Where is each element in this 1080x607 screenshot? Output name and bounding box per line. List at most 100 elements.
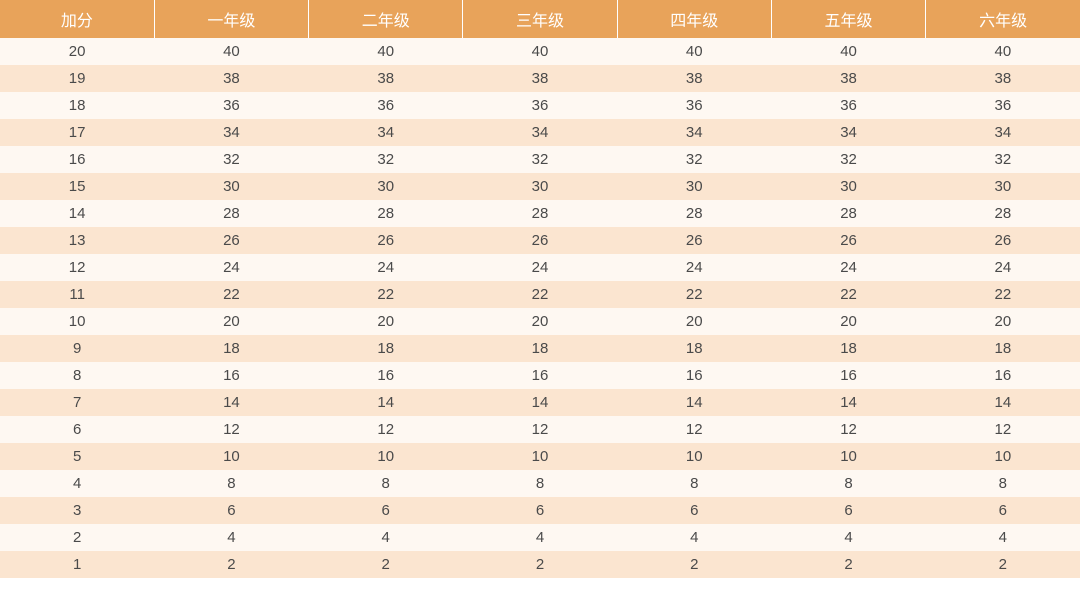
table-cell: 10 [0, 308, 154, 335]
table-cell: 14 [309, 389, 463, 416]
table-cell: 20 [926, 308, 1080, 335]
table-cell: 16 [154, 362, 308, 389]
table-cell: 17 [0, 119, 154, 146]
table-cell: 22 [463, 281, 617, 308]
table-cell: 32 [463, 146, 617, 173]
table-cell: 26 [771, 227, 925, 254]
header-cell: 加分 [0, 0, 154, 38]
table-cell: 4 [154, 524, 308, 551]
table-cell: 14 [0, 200, 154, 227]
table-row: 3666666 [0, 497, 1080, 524]
table-row: 9181818181818 [0, 335, 1080, 362]
table-row: 18363636363636 [0, 92, 1080, 119]
table-cell: 30 [463, 173, 617, 200]
table-cell: 6 [926, 497, 1080, 524]
table-cell: 24 [771, 254, 925, 281]
table-cell: 28 [154, 200, 308, 227]
table-cell: 2 [0, 524, 154, 551]
table-cell: 10 [309, 443, 463, 470]
table-row: 11222222222222 [0, 281, 1080, 308]
table-cell: 9 [0, 335, 154, 362]
table-cell: 7 [0, 389, 154, 416]
table-cell: 18 [463, 335, 617, 362]
table-cell: 8 [926, 470, 1080, 497]
table-cell: 18 [926, 335, 1080, 362]
table-cell: 32 [309, 146, 463, 173]
table-row: 19383838383838 [0, 65, 1080, 92]
table-cell: 4 [771, 524, 925, 551]
table-body: 2040404040404019383838383838183636363636… [0, 38, 1080, 578]
table-cell: 28 [771, 200, 925, 227]
table-cell: 22 [617, 281, 771, 308]
table-row: 8161616161616 [0, 362, 1080, 389]
table-cell: 28 [463, 200, 617, 227]
header-cell: 一年级 [154, 0, 308, 38]
header-cell: 三年级 [463, 0, 617, 38]
table-cell: 40 [771, 38, 925, 65]
table-cell: 1 [0, 551, 154, 578]
table-cell: 12 [0, 254, 154, 281]
table-cell: 12 [463, 416, 617, 443]
table-cell: 18 [771, 335, 925, 362]
table-cell: 20 [463, 308, 617, 335]
table-cell: 26 [463, 227, 617, 254]
table-row: 15303030303030 [0, 173, 1080, 200]
table-row: 4888888 [0, 470, 1080, 497]
header-row: 加分 一年级 二年级 三年级 四年级 五年级 六年级 [0, 0, 1080, 38]
table-cell: 24 [154, 254, 308, 281]
header-cell: 四年级 [617, 0, 771, 38]
table-cell: 6 [154, 497, 308, 524]
table-cell: 40 [926, 38, 1080, 65]
table-cell: 36 [463, 92, 617, 119]
table-cell: 6 [0, 416, 154, 443]
table-cell: 36 [154, 92, 308, 119]
table-cell: 20 [154, 308, 308, 335]
table-cell: 38 [154, 65, 308, 92]
table-cell: 40 [463, 38, 617, 65]
table-cell: 40 [154, 38, 308, 65]
table-cell: 8 [309, 470, 463, 497]
table-cell: 10 [463, 443, 617, 470]
table-cell: 30 [926, 173, 1080, 200]
score-table: 加分 一年级 二年级 三年级 四年级 五年级 六年级 2040404040404… [0, 0, 1080, 578]
table-cell: 38 [771, 65, 925, 92]
table-cell: 40 [309, 38, 463, 65]
table-cell: 6 [463, 497, 617, 524]
header-cell: 二年级 [309, 0, 463, 38]
table-cell: 4 [0, 470, 154, 497]
table-cell: 16 [0, 146, 154, 173]
table-cell: 12 [154, 416, 308, 443]
table-cell: 38 [926, 65, 1080, 92]
table-cell: 20 [0, 38, 154, 65]
table-cell: 28 [309, 200, 463, 227]
table-cell: 18 [309, 335, 463, 362]
table-cell: 4 [617, 524, 771, 551]
table-cell: 16 [771, 362, 925, 389]
table-cell: 8 [771, 470, 925, 497]
table-cell: 18 [617, 335, 771, 362]
table-cell: 32 [617, 146, 771, 173]
table-cell: 11 [0, 281, 154, 308]
table-cell: 2 [926, 551, 1080, 578]
table-row: 1222222 [0, 551, 1080, 578]
table-cell: 12 [617, 416, 771, 443]
table-cell: 30 [154, 173, 308, 200]
table-cell: 26 [617, 227, 771, 254]
table-cell: 26 [926, 227, 1080, 254]
table-row: 16323232323232 [0, 146, 1080, 173]
table-cell: 3 [0, 497, 154, 524]
table-cell: 12 [309, 416, 463, 443]
table-row: 6121212121212 [0, 416, 1080, 443]
table-cell: 12 [926, 416, 1080, 443]
table-cell: 24 [463, 254, 617, 281]
table-cell: 14 [617, 389, 771, 416]
table-cell: 38 [309, 65, 463, 92]
table-cell: 6 [771, 497, 925, 524]
table-row: 5101010101010 [0, 443, 1080, 470]
table-cell: 30 [771, 173, 925, 200]
table-cell: 14 [771, 389, 925, 416]
table-cell: 26 [154, 227, 308, 254]
table-cell: 28 [617, 200, 771, 227]
table-row: 10202020202020 [0, 308, 1080, 335]
table-cell: 2 [771, 551, 925, 578]
